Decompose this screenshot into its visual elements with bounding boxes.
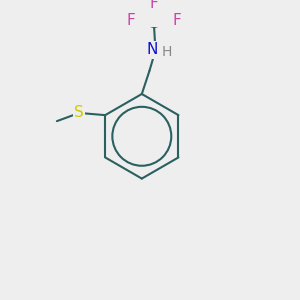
Text: H: H [162, 45, 172, 59]
Text: N: N [146, 42, 158, 57]
Text: S: S [74, 106, 84, 121]
Text: F: F [127, 13, 135, 28]
Text: F: F [150, 0, 158, 11]
Text: F: F [173, 13, 182, 28]
